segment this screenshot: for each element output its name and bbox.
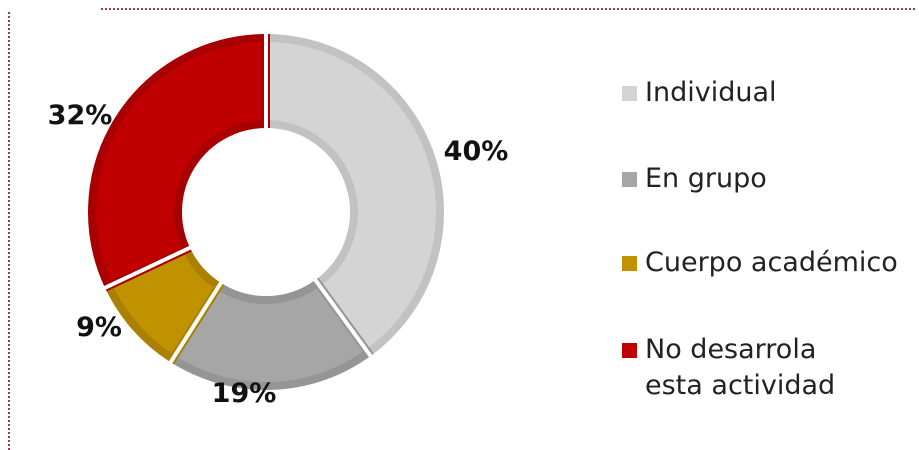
legend-label-en-grupo: En grupo	[645, 163, 767, 194]
chart-frame	[8, 8, 915, 450]
legend-swatch-en-grupo	[622, 172, 637, 187]
slice-individual	[262, 33, 444, 359]
slice-no-desarrola	[88, 33, 270, 292]
legend-swatch-no-desarrola	[622, 343, 637, 358]
frame-gap	[0, 0, 100, 12]
legend-item-cuerpo-academico: Cuerpo académico	[622, 245, 898, 281]
data-label-individual: 40%	[444, 136, 509, 167]
slice-en-grupo	[167, 277, 374, 390]
legend-label-no-desarrola: No desarrola esta actividad	[645, 334, 836, 401]
legend-swatch-cuerpo-academico	[622, 256, 637, 271]
legend-item-no-desarrola: No desarrola esta actividad	[622, 332, 882, 404]
legend-item-en-grupo: En grupo	[622, 161, 767, 197]
slice-separator	[102, 245, 193, 291]
legend-label-cuerpo-academico: Cuerpo académico	[645, 247, 898, 278]
legend-item-individual: Individual	[622, 75, 777, 111]
legend-swatch-individual	[622, 86, 637, 101]
donut-chart: 40% 19% 9% 32%	[48, 32, 509, 409]
data-label-cuerpo-academico: 9%	[76, 312, 122, 343]
slice-separator	[312, 277, 374, 359]
data-label-en-grupo: 19%	[212, 378, 277, 409]
legend-label-individual: Individual	[645, 77, 777, 108]
slice-separator	[167, 280, 224, 366]
data-label-no-desarrola: 32%	[48, 100, 113, 131]
